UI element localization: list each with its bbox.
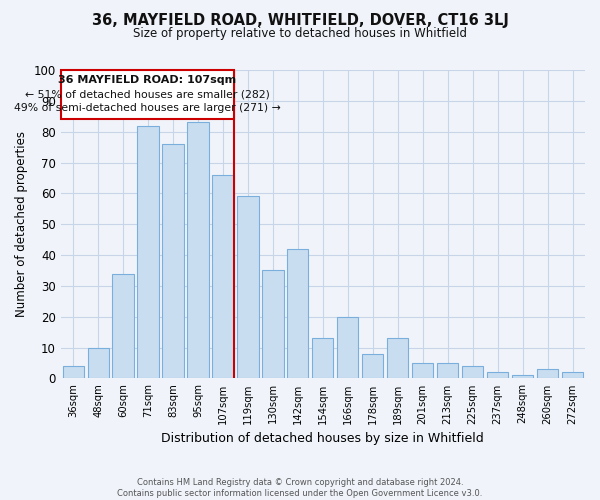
Text: 36, MAYFIELD ROAD, WHITFIELD, DOVER, CT16 3LJ: 36, MAYFIELD ROAD, WHITFIELD, DOVER, CT1… bbox=[92, 12, 508, 28]
Bar bbox=[462, 366, 483, 378]
X-axis label: Distribution of detached houses by size in Whitfield: Distribution of detached houses by size … bbox=[161, 432, 484, 445]
Bar bbox=[238, 196, 259, 378]
Bar bbox=[337, 316, 358, 378]
Bar bbox=[387, 338, 409, 378]
Bar bbox=[187, 122, 209, 378]
Text: Size of property relative to detached houses in Whitfield: Size of property relative to detached ho… bbox=[133, 28, 467, 40]
Text: ← 51% of detached houses are smaller (282): ← 51% of detached houses are smaller (28… bbox=[25, 90, 270, 100]
Bar bbox=[112, 274, 134, 378]
Text: 49% of semi-detached houses are larger (271) →: 49% of semi-detached houses are larger (… bbox=[14, 104, 281, 114]
Bar bbox=[487, 372, 508, 378]
Bar bbox=[437, 363, 458, 378]
Bar bbox=[212, 175, 233, 378]
Bar bbox=[137, 126, 158, 378]
FancyBboxPatch shape bbox=[61, 70, 233, 119]
Bar bbox=[512, 376, 533, 378]
Bar bbox=[287, 249, 308, 378]
Bar bbox=[88, 348, 109, 378]
Bar bbox=[62, 366, 84, 378]
Bar bbox=[362, 354, 383, 378]
Bar bbox=[562, 372, 583, 378]
Bar bbox=[537, 369, 558, 378]
Text: Contains HM Land Registry data © Crown copyright and database right 2024.
Contai: Contains HM Land Registry data © Crown c… bbox=[118, 478, 482, 498]
Y-axis label: Number of detached properties: Number of detached properties bbox=[15, 131, 28, 317]
Bar bbox=[163, 144, 184, 378]
Bar bbox=[312, 338, 334, 378]
Text: 36 MAYFIELD ROAD: 107sqm: 36 MAYFIELD ROAD: 107sqm bbox=[58, 75, 236, 85]
Bar bbox=[262, 270, 284, 378]
Bar bbox=[412, 363, 433, 378]
